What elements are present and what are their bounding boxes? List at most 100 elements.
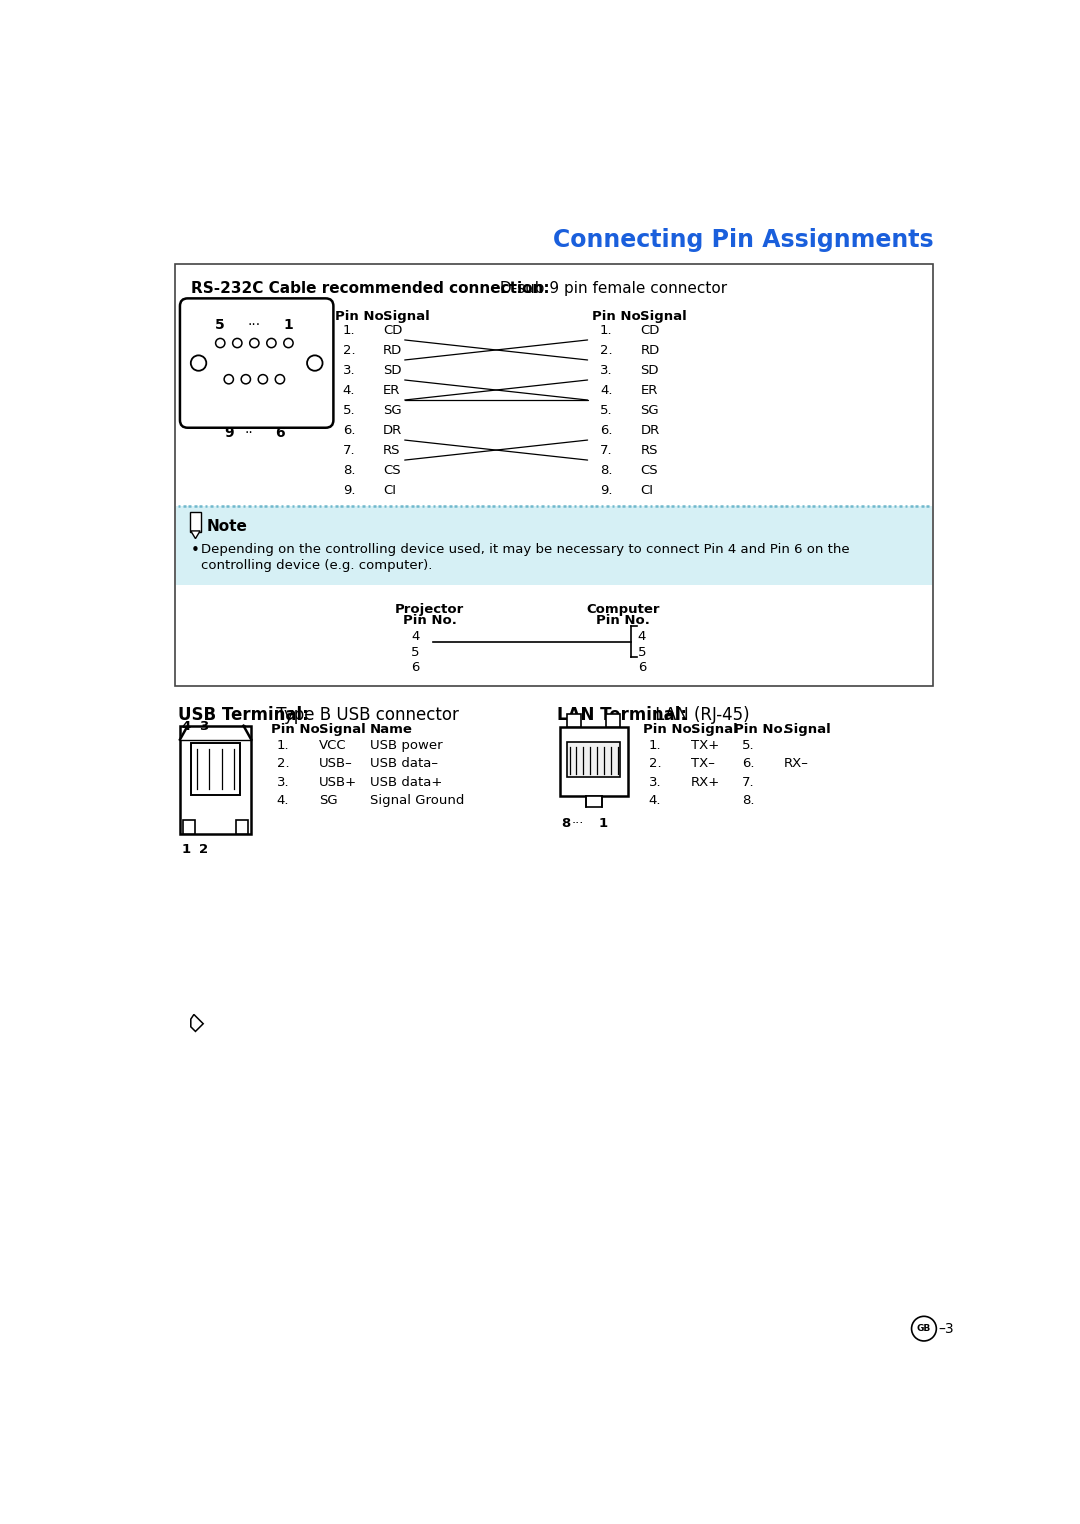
Text: D-sub 9 pin female connector: D-sub 9 pin female connector: [495, 282, 727, 297]
Text: SG: SG: [383, 404, 402, 418]
Text: USB+: USB+: [319, 776, 356, 789]
Text: CI: CI: [383, 485, 396, 497]
Text: 2.: 2.: [276, 757, 289, 770]
Bar: [567, 715, 581, 727]
Text: 7.: 7.: [342, 443, 355, 457]
Text: DR: DR: [383, 424, 402, 437]
Text: CS: CS: [640, 463, 658, 477]
Text: 7.: 7.: [600, 443, 612, 457]
Text: 6: 6: [411, 661, 420, 674]
Text: ···: ···: [572, 817, 584, 831]
Text: 2.: 2.: [600, 344, 612, 357]
Text: 3.: 3.: [649, 776, 661, 789]
Polygon shape: [180, 725, 252, 739]
Bar: [606, 715, 620, 727]
Text: 3: 3: [199, 719, 207, 733]
Text: 1.: 1.: [600, 323, 612, 337]
Text: RS: RS: [640, 443, 658, 457]
Text: 8.: 8.: [742, 794, 754, 808]
Circle shape: [225, 375, 233, 384]
Text: Signal: Signal: [640, 309, 687, 323]
Text: Signal: Signal: [383, 309, 430, 323]
Bar: [586, 796, 602, 806]
Text: RS: RS: [383, 443, 401, 457]
Text: Signal: Signal: [319, 724, 365, 736]
Circle shape: [191, 355, 206, 370]
Text: 6.: 6.: [742, 757, 754, 770]
Text: Pin No.: Pin No.: [596, 614, 650, 626]
Text: •: •: [191, 543, 200, 558]
FancyBboxPatch shape: [180, 299, 334, 428]
Text: ER: ER: [640, 384, 658, 396]
Text: Depending on the controlling device used, it may be necessary to connect Pin 4 a: Depending on the controlling device used…: [201, 543, 850, 556]
Polygon shape: [191, 530, 200, 538]
Text: 3.: 3.: [342, 364, 355, 376]
Text: LAN (RJ-45): LAN (RJ-45): [650, 707, 750, 724]
Text: Note: Note: [206, 518, 247, 533]
Text: 3.: 3.: [276, 776, 289, 789]
Bar: [191, 742, 241, 796]
Text: 4.: 4.: [649, 794, 661, 808]
Text: 4.: 4.: [600, 384, 612, 396]
Text: USB Terminal:: USB Terminal:: [177, 707, 309, 724]
Text: 5.: 5.: [600, 404, 612, 418]
Circle shape: [216, 338, 225, 347]
Text: 1.: 1.: [276, 739, 289, 751]
Text: Pin No.: Pin No.: [271, 724, 324, 736]
Text: 1.: 1.: [342, 323, 355, 337]
Circle shape: [249, 338, 259, 347]
Text: 4.: 4.: [276, 794, 289, 808]
Text: SD: SD: [640, 364, 659, 376]
Text: 8: 8: [562, 817, 570, 831]
Text: 8.: 8.: [342, 463, 355, 477]
Text: Pin No.: Pin No.: [403, 614, 457, 626]
Text: 6: 6: [275, 427, 285, 440]
Text: DR: DR: [640, 424, 660, 437]
Text: Projector: Projector: [395, 602, 464, 616]
Circle shape: [912, 1317, 936, 1341]
Text: 9.: 9.: [600, 485, 612, 497]
Text: 1: 1: [598, 817, 608, 831]
Text: 4: 4: [181, 719, 191, 733]
Text: VCC: VCC: [319, 739, 347, 751]
Text: SD: SD: [383, 364, 402, 376]
Text: 6: 6: [637, 661, 646, 674]
FancyBboxPatch shape: [190, 512, 201, 532]
Text: 1: 1: [181, 843, 191, 856]
Text: Signal: Signal: [691, 724, 738, 736]
Text: 4.: 4.: [342, 384, 355, 396]
Text: Pin No.: Pin No.: [734, 724, 788, 736]
Circle shape: [275, 375, 284, 384]
Text: RS-232C Cable recommended connection:: RS-232C Cable recommended connection:: [191, 282, 550, 297]
Text: Signal Ground: Signal Ground: [369, 794, 464, 808]
Text: Signal: Signal: [784, 724, 831, 736]
Text: 1.: 1.: [649, 739, 661, 751]
Text: Connecting Pin Assignments: Connecting Pin Assignments: [553, 227, 933, 251]
Text: LAN Terminal:: LAN Terminal:: [557, 707, 687, 724]
Text: TX+: TX+: [691, 739, 719, 751]
Circle shape: [284, 338, 293, 347]
Text: –3: –3: [937, 1321, 954, 1335]
Circle shape: [241, 375, 251, 384]
Bar: [183, 820, 195, 834]
Circle shape: [232, 338, 242, 347]
Text: 6.: 6.: [600, 424, 612, 437]
Text: Computer: Computer: [586, 602, 660, 616]
Text: Pin No.: Pin No.: [643, 724, 697, 736]
Text: ER: ER: [383, 384, 401, 396]
Text: GB: GB: [917, 1324, 931, 1334]
Bar: [175, 264, 933, 686]
Text: 5: 5: [215, 319, 225, 332]
Text: 3.: 3.: [600, 364, 612, 376]
Text: SG: SG: [640, 404, 659, 418]
Text: USB–: USB–: [319, 757, 352, 770]
Bar: [559, 727, 627, 796]
Text: CD: CD: [640, 323, 660, 337]
Polygon shape: [191, 1015, 203, 1032]
Text: 5: 5: [411, 646, 420, 658]
Text: 5: 5: [637, 646, 646, 658]
Text: 4: 4: [637, 631, 646, 643]
Text: 2.: 2.: [342, 344, 355, 357]
Text: 9: 9: [224, 427, 233, 440]
Bar: [176, 506, 932, 585]
